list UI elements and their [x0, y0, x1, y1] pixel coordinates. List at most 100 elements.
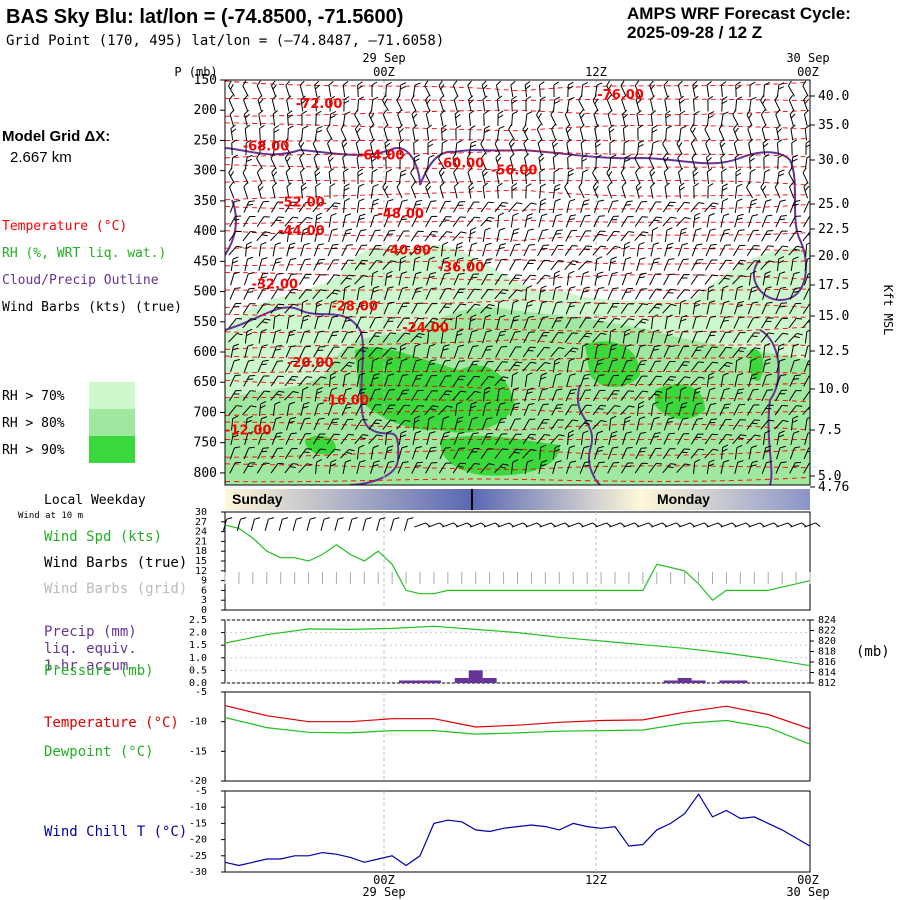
wind-barb-flag	[458, 272, 465, 275]
wind-barb-staff	[384, 143, 388, 156]
pressure-tick-label: 750	[194, 436, 217, 451]
wind-barb-flag	[654, 257, 661, 260]
wind-barb-flag	[693, 182, 699, 187]
wind-barb-flag	[301, 110, 308, 115]
wind-barb-flag	[230, 171, 235, 177]
wind-barb-flag	[287, 110, 293, 115]
wind-barb-flag	[760, 109, 766, 115]
wind-barb	[371, 81, 378, 97]
wind-barb	[581, 82, 589, 98]
wind-barb-staff	[775, 201, 781, 213]
wind-barb-staff	[257, 273, 264, 286]
wind-barb-flag	[595, 143, 601, 148]
wind-barb	[299, 167, 305, 184]
wind-barb-flag	[317, 227, 324, 231]
wind-barb-flag	[648, 153, 653, 159]
wind-barb	[342, 285, 351, 301]
wind-barb	[483, 110, 489, 127]
pressure-tick-label: 550	[194, 315, 217, 330]
wind-barb	[593, 286, 605, 300]
wind-barb-staff	[579, 114, 585, 126]
wind-barb	[676, 216, 691, 227]
wind-barb-flag	[570, 214, 577, 217]
wind-barb-flag	[333, 259, 340, 261]
wind-barb-flag	[502, 289, 509, 292]
wind-barb-staff	[650, 142, 654, 156]
wind-barb-staff	[691, 259, 698, 271]
wind-barb-staff	[692, 215, 696, 228]
wind-barb	[690, 124, 697, 141]
wind-barb-staff	[802, 231, 810, 242]
wind-barb-flag	[431, 215, 438, 217]
wind-barb-flag	[457, 242, 463, 246]
wind-barb-staff	[298, 202, 307, 213]
wind-barb-flag	[414, 203, 421, 206]
wind-barb-staff	[286, 99, 290, 112]
wind-barb	[467, 80, 473, 97]
wind-barb-flag	[572, 260, 579, 263]
wind-barb-staff	[438, 172, 445, 184]
wind-barb-flag	[357, 168, 364, 173]
wind-barb-flag	[694, 212, 701, 217]
wind-barb-flag	[777, 128, 782, 133]
pressure-unit: (mb)	[856, 644, 890, 660]
wind-barb-staff	[788, 230, 797, 242]
wind-barb-flag	[400, 86, 406, 90]
wind-barb-staff	[649, 99, 654, 112]
wind-barb-staff	[228, 85, 235, 97]
wind-barb-flag	[655, 288, 662, 290]
wind-barb	[748, 198, 758, 213]
wind-barb-flag	[694, 110, 700, 115]
wind-barb-flag	[230, 84, 234, 90]
wind-barb-staff	[550, 260, 559, 271]
wind-barb	[300, 182, 307, 199]
temperature-contour	[225, 189, 810, 201]
wind-barb-flag	[372, 270, 379, 274]
wind-barb-flag	[567, 85, 574, 90]
wind-barb-flag	[345, 277, 352, 280]
wind-barb	[592, 245, 607, 256]
wind-barb	[343, 183, 350, 199]
wind-barb	[326, 274, 341, 285]
wind-barb	[396, 245, 411, 256]
precip-bar	[691, 680, 706, 683]
wind-barb-flag	[361, 244, 368, 246]
wind-barb	[497, 182, 503, 199]
wind-barb-staff	[257, 99, 262, 112]
wind-barb	[342, 153, 348, 170]
wind-barb-flag	[502, 201, 509, 204]
wind-barb-staff	[538, 215, 543, 228]
wind-barb-staff	[650, 113, 654, 127]
wind-barb-flag	[358, 183, 365, 187]
wind-barb	[258, 257, 268, 271]
wind-barb	[399, 256, 407, 272]
value-tick-label: 2.0	[189, 628, 207, 639]
wind-barb	[789, 182, 795, 199]
wind-barb-flag	[692, 80, 698, 86]
wind-barb-flag	[326, 124, 331, 130]
temperature-contour	[225, 476, 810, 483]
wind-barb-staff	[354, 260, 363, 271]
wind-barb-flag	[690, 138, 696, 144]
wind-barb	[329, 111, 337, 127]
wind-barb-staff	[523, 244, 530, 257]
wind-barb-flag	[788, 167, 793, 174]
wind-barb-flag	[592, 95, 597, 101]
wind-barb	[732, 259, 747, 271]
wind-barb-flag	[802, 167, 807, 173]
wind-barb-staff	[678, 128, 682, 141]
wind-barb-flag	[778, 82, 785, 86]
wind-barb	[651, 125, 658, 141]
wind-barb-flag	[580, 113, 585, 119]
wind-barb-staff	[690, 202, 699, 213]
wind-barb	[721, 168, 727, 185]
wind-barb-staff	[536, 114, 543, 126]
temperature-contour	[225, 80, 810, 92]
model-grid-value: 2.667 km	[10, 149, 72, 166]
wind-barb	[749, 168, 756, 185]
wind-barb-flag	[390, 260, 397, 263]
wind-barb-flag	[667, 242, 674, 246]
wind-barb-flag	[527, 213, 533, 217]
wind-barb-flag	[249, 215, 256, 218]
wind-barb-staff	[552, 157, 556, 170]
